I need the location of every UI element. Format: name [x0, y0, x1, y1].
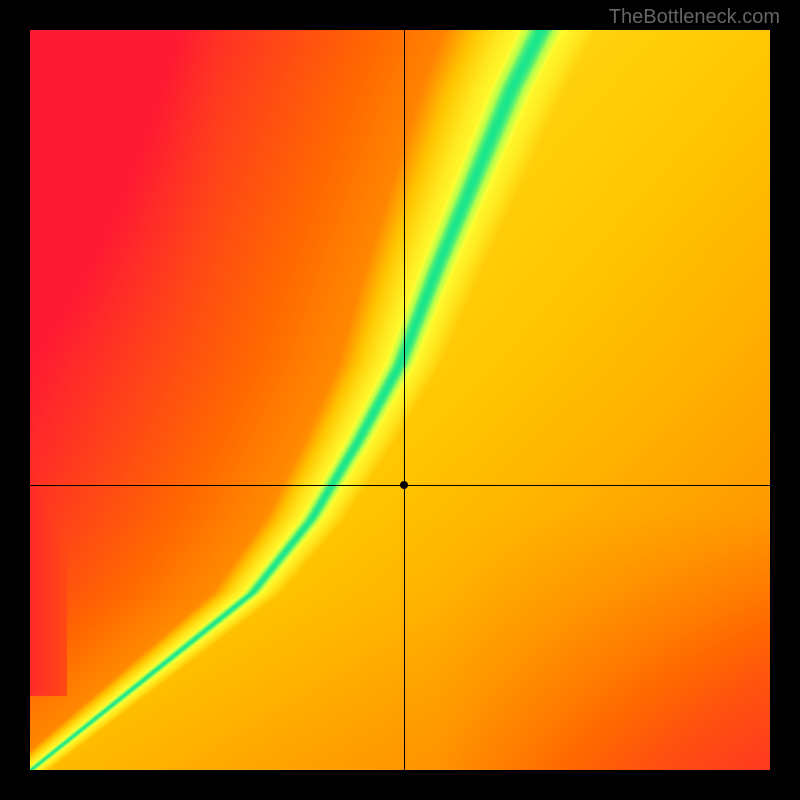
- heatmap-canvas: [30, 30, 770, 770]
- watermark-text: TheBottleneck.com: [609, 6, 780, 29]
- data-point-marker: [400, 481, 408, 489]
- heatmap-plot: [30, 30, 770, 770]
- crosshair-vertical: [404, 30, 405, 770]
